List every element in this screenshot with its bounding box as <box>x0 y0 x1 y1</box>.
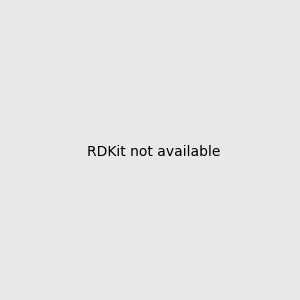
Text: RDKit not available: RDKit not available <box>87 145 220 158</box>
